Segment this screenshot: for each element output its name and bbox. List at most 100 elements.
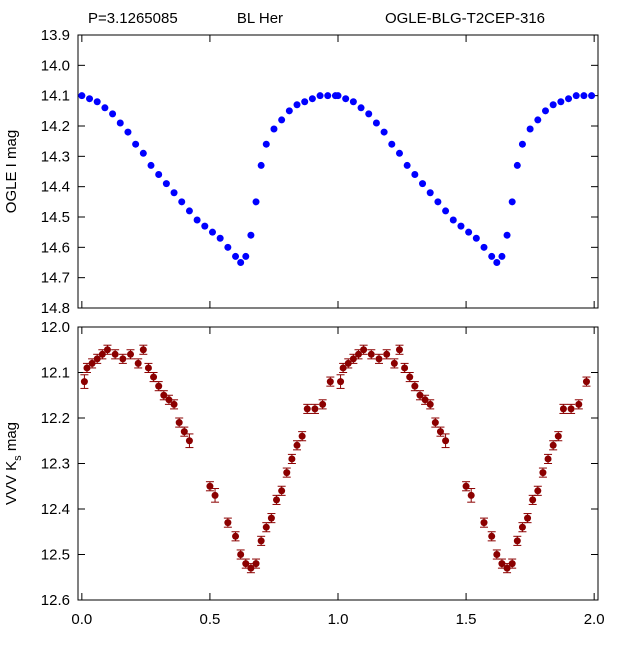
- data-point: [534, 487, 542, 495]
- data-point: [426, 189, 434, 197]
- data-point: [165, 396, 173, 404]
- data-point: [116, 119, 124, 127]
- data-point: [580, 92, 588, 100]
- data-point: [270, 125, 278, 133]
- data-point: [465, 228, 473, 236]
- data-point: [342, 95, 350, 103]
- data-point: [155, 171, 163, 179]
- data-point: [344, 359, 352, 367]
- data-point: [388, 140, 396, 148]
- y-tick-label: 12.5: [41, 547, 70, 564]
- data-point: [216, 234, 224, 242]
- data-point: [403, 161, 411, 169]
- data-point: [472, 234, 480, 242]
- data-point: [147, 161, 155, 169]
- data-point: [252, 198, 260, 206]
- y-tick-label: 12.2: [41, 410, 70, 427]
- data-point: [565, 95, 573, 103]
- data-point: [513, 537, 521, 545]
- data-point: [267, 514, 275, 522]
- data-point: [508, 198, 516, 206]
- data-point: [301, 98, 309, 106]
- data-point: [132, 140, 140, 148]
- data-point: [93, 98, 101, 106]
- data-point: [278, 487, 286, 495]
- data-point: [582, 378, 590, 386]
- data-point: [278, 116, 286, 124]
- data-point: [144, 364, 152, 372]
- data-point: [285, 107, 293, 115]
- y-tick-label: 12.4: [41, 501, 70, 518]
- data-point: [185, 207, 193, 215]
- y-axis-label-part: VVV K: [3, 461, 20, 505]
- data-point: [524, 514, 532, 522]
- data-point: [457, 222, 465, 230]
- data-point: [557, 98, 565, 106]
- data-point: [257, 161, 265, 169]
- data-point: [124, 128, 132, 136]
- data-point: [170, 189, 178, 197]
- data-point: [575, 400, 583, 408]
- data-point: [324, 92, 332, 100]
- data-point: [80, 378, 88, 386]
- data-point: [544, 455, 552, 463]
- data-point: [365, 110, 373, 118]
- data-point: [375, 355, 383, 363]
- data-point: [503, 231, 511, 239]
- data-point: [360, 346, 368, 354]
- data-point: [232, 532, 240, 540]
- y-tick-label: 14.0: [41, 57, 70, 74]
- data-point: [498, 252, 506, 260]
- data-point: [252, 560, 260, 568]
- data-point: [298, 432, 306, 440]
- y-axis-label: VVV Ks mag: [3, 422, 24, 505]
- x-tick-label: 0.5: [199, 611, 220, 628]
- data-point: [237, 551, 245, 558]
- data-point: [86, 95, 94, 103]
- data-point: [529, 496, 537, 504]
- data-point: [357, 104, 365, 112]
- data-point: [242, 560, 250, 568]
- data-point: [262, 140, 270, 148]
- data-point: [150, 373, 158, 381]
- data-point: [206, 482, 214, 490]
- data-point: [493, 551, 501, 558]
- data-point: [283, 469, 291, 477]
- data-point: [103, 346, 111, 354]
- data-point: [503, 564, 511, 572]
- x-tick-label: 2.0: [584, 611, 605, 628]
- data-point: [316, 92, 324, 100]
- data-point: [526, 125, 534, 133]
- data-point: [288, 455, 296, 463]
- data-point: [308, 95, 316, 103]
- data-point: [354, 350, 362, 358]
- data-points: [80, 344, 591, 574]
- data-point: [449, 216, 457, 224]
- data-point: [326, 378, 334, 386]
- data-point: [101, 104, 109, 112]
- data-point: [541, 107, 549, 115]
- data-point: [139, 149, 147, 157]
- data-point: [311, 405, 319, 413]
- data-point: [518, 523, 526, 531]
- data-point: [380, 128, 388, 136]
- data-point: [93, 355, 101, 363]
- data-point: [337, 378, 345, 386]
- y-tick-label: 14.2: [41, 118, 70, 135]
- data-point: [549, 101, 557, 109]
- data-point: [549, 441, 557, 449]
- data-point: [462, 482, 470, 490]
- data-point: [293, 441, 301, 449]
- y-axis-label: OGLE I mag: [3, 130, 20, 213]
- y-tick-label: 14.4: [41, 179, 70, 196]
- data-point: [554, 432, 562, 440]
- data-point: [534, 116, 542, 124]
- data-point: [224, 243, 232, 251]
- data-point: [442, 207, 450, 215]
- data-point: [401, 364, 409, 372]
- data-point: [339, 364, 347, 372]
- data-point: [178, 198, 186, 206]
- data-point: [436, 428, 444, 436]
- data-point: [127, 350, 135, 358]
